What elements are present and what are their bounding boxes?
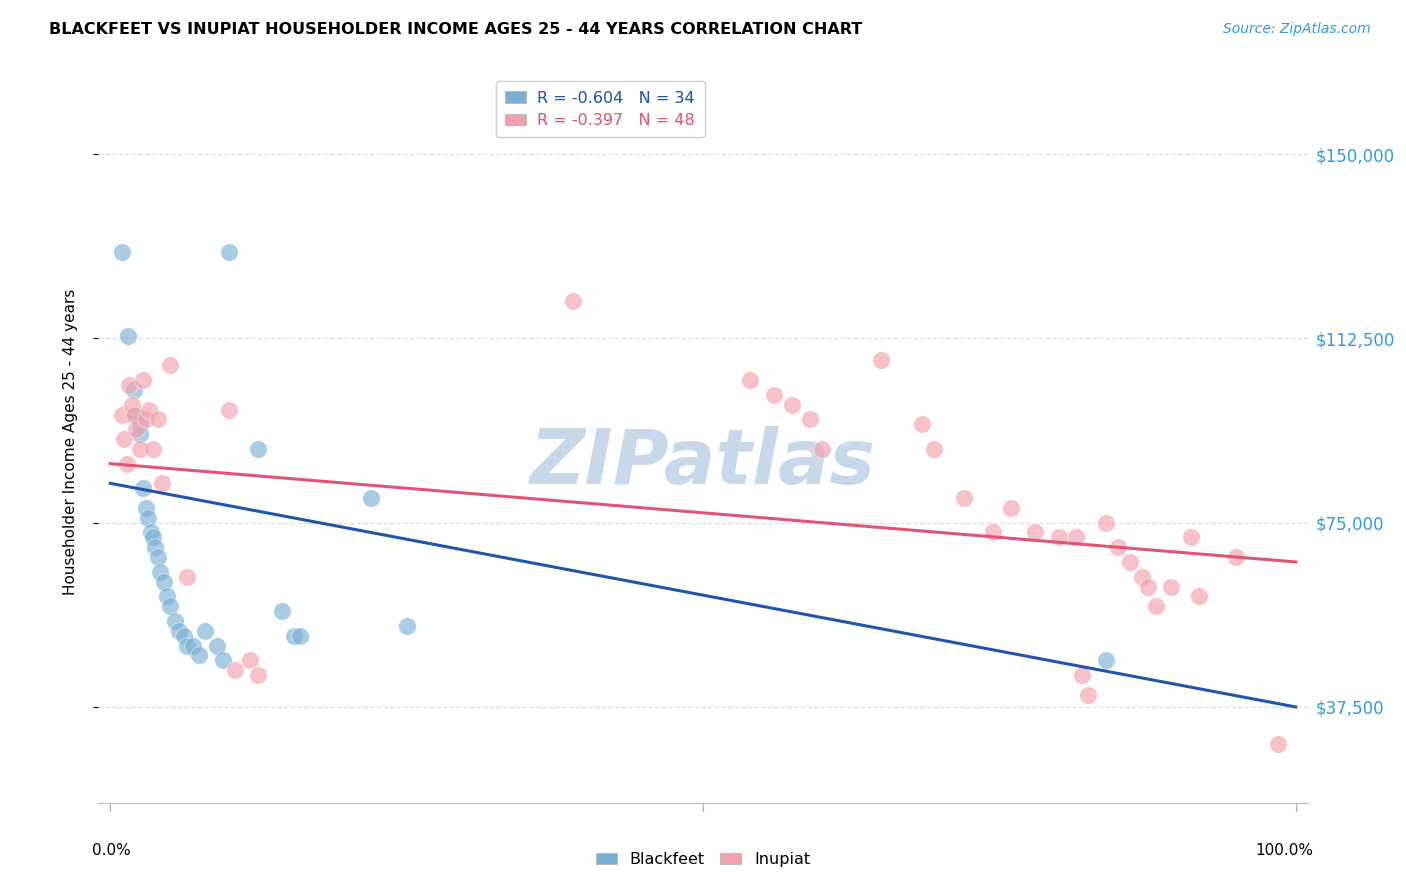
Legend: Blackfeet, Inupiat: Blackfeet, Inupiat [589, 846, 817, 873]
Point [173, 629, 195, 643]
Point [288, 629, 311, 643]
Point [1095, 653, 1118, 667]
Point [922, 442, 945, 456]
Point [142, 530, 165, 544]
Point [1047, 530, 1070, 544]
Point [1107, 540, 1129, 554]
Point [142, 442, 165, 456]
Point [247, 668, 270, 682]
Point [135, 500, 157, 515]
Point [125, 422, 148, 436]
Point [176, 639, 198, 653]
Point [212, 653, 235, 667]
Point [129, 442, 152, 456]
Point [247, 442, 270, 456]
Point [122, 383, 145, 397]
Point [146, 549, 169, 564]
Point [167, 624, 190, 638]
Point [360, 491, 382, 505]
Point [156, 590, 179, 604]
Point [1119, 555, 1142, 569]
Point [239, 653, 262, 667]
Point [740, 373, 762, 387]
Text: BLACKFEET VS INUPIAT HOUSEHOLDER INCOME AGES 25 - 44 YEARS CORRELATION CHART: BLACKFEET VS INUPIAT HOUSEHOLDER INCOME … [49, 22, 862, 37]
Point [799, 412, 821, 426]
Point [122, 408, 145, 422]
Point [132, 481, 155, 495]
Point [1130, 570, 1153, 584]
Point [139, 525, 162, 540]
Point [1144, 599, 1167, 614]
Point [152, 476, 174, 491]
Point [135, 412, 157, 426]
Point [143, 540, 166, 554]
Point [395, 619, 418, 633]
Point [1267, 737, 1289, 751]
Point [132, 373, 155, 387]
Point [1077, 688, 1099, 702]
Point [763, 388, 786, 402]
Point [121, 398, 143, 412]
Point [952, 491, 974, 505]
Point [159, 359, 181, 373]
Text: 0.0%: 0.0% [93, 843, 131, 857]
Point [983, 525, 1005, 540]
Point [218, 402, 240, 417]
Point [194, 624, 217, 638]
Point [149, 565, 172, 579]
Point [125, 408, 148, 422]
Point [136, 510, 159, 524]
Point [780, 398, 803, 412]
Point [165, 614, 187, 628]
Point [176, 570, 198, 584]
Point [283, 629, 305, 643]
Point [1136, 580, 1159, 594]
Point [1180, 530, 1202, 544]
Point [1024, 525, 1046, 540]
Point [1187, 590, 1209, 604]
Point [118, 378, 141, 392]
Point [188, 648, 211, 663]
Point [205, 639, 228, 653]
Point [117, 329, 139, 343]
Y-axis label: Householder Income Ages 25 - 44 years: Householder Income Ages 25 - 44 years [63, 288, 77, 595]
Point [218, 245, 240, 260]
Text: 100.0%: 100.0% [1256, 843, 1313, 857]
Point [271, 604, 294, 618]
Point [111, 408, 134, 422]
Point [1000, 500, 1022, 515]
Point [129, 417, 152, 432]
Point [224, 663, 246, 677]
Point [869, 353, 891, 368]
Point [810, 442, 832, 456]
Point [138, 402, 160, 417]
Point [1160, 580, 1182, 594]
Point [1066, 530, 1088, 544]
Point [159, 599, 181, 614]
Text: Source: ZipAtlas.com: Source: ZipAtlas.com [1223, 22, 1371, 37]
Point [146, 412, 169, 426]
Point [1095, 516, 1118, 530]
Point [152, 574, 174, 589]
Point [114, 432, 136, 446]
Point [115, 457, 138, 471]
Text: ZIPatlas: ZIPatlas [530, 426, 876, 500]
Point [129, 427, 152, 442]
Point [911, 417, 934, 432]
Point [1225, 549, 1247, 564]
Point [561, 294, 583, 309]
Point [1071, 668, 1094, 682]
Point [181, 639, 204, 653]
Legend: R = -0.604   N = 34, R = -0.397   N = 48: R = -0.604 N = 34, R = -0.397 N = 48 [496, 81, 704, 137]
Point [111, 245, 134, 260]
